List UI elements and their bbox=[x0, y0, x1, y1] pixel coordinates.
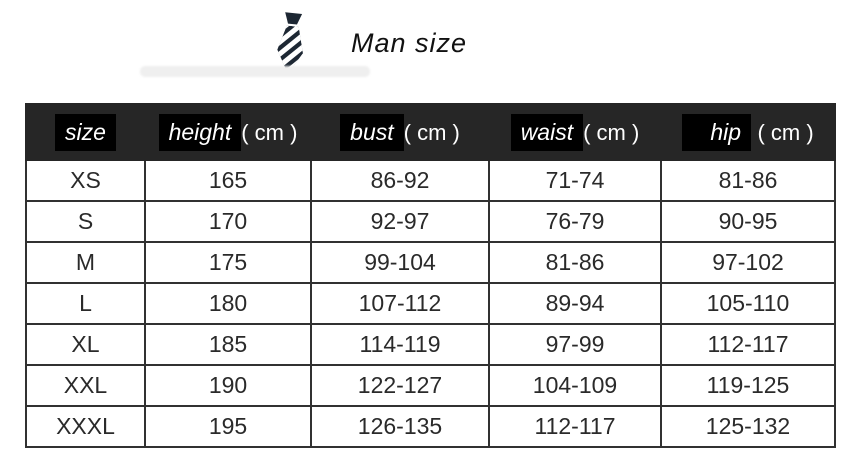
cell-bust: 86-92 bbox=[310, 159, 490, 202]
redaction-patch: bust bbox=[340, 113, 404, 151]
table-row: XXXL 195 126-135 112-117 125-132 bbox=[25, 405, 836, 448]
cell-bust: 126-135 bbox=[310, 405, 490, 448]
cell-height: 175 bbox=[144, 241, 312, 284]
header-size: size bbox=[25, 103, 146, 161]
tie-knot bbox=[285, 12, 303, 25]
cell-hip: 90-95 bbox=[660, 200, 836, 243]
cell-size: XXL bbox=[25, 364, 146, 407]
header-height: height( cm ) bbox=[144, 103, 312, 161]
table-body: XS 165 86-92 71-74 81-86 S 170 92-97 76-… bbox=[25, 159, 836, 448]
cell-size: L bbox=[25, 282, 146, 325]
cell-waist: 97-99 bbox=[488, 323, 662, 366]
cell-height: 190 bbox=[144, 364, 312, 407]
redaction-patch: size bbox=[55, 113, 116, 151]
table-row: XXL 190 122-127 104-109 119-125 bbox=[25, 364, 836, 407]
cell-hip: 125-132 bbox=[660, 405, 836, 448]
cell-size: S bbox=[25, 200, 146, 243]
cell-bust: 107-112 bbox=[310, 282, 490, 325]
cell-waist: 104-109 bbox=[488, 364, 662, 407]
header-waist: waist( cm ) bbox=[488, 103, 662, 161]
table-row: M 175 99-104 81-86 97-102 bbox=[25, 241, 836, 284]
cell-waist: 76-79 bbox=[488, 200, 662, 243]
table-row: XL 185 114-119 97-99 112-117 bbox=[25, 323, 836, 366]
cell-bust: 92-97 bbox=[310, 200, 490, 243]
cell-hip: 119-125 bbox=[660, 364, 836, 407]
redaction-patch: height bbox=[158, 113, 242, 151]
header-bust: bust( cm ) bbox=[310, 103, 490, 161]
cell-waist: 112-117 bbox=[488, 405, 662, 448]
table-row: S 170 92-97 76-79 90-95 bbox=[25, 200, 836, 243]
cell-size: XS bbox=[25, 159, 146, 202]
cell-hip: 97-102 bbox=[660, 241, 836, 284]
cell-height: 195 bbox=[144, 405, 312, 448]
table-row: L 180 107-112 89-94 105-110 bbox=[25, 282, 836, 325]
table-header-row: size height( cm ) bust( cm ) waist( cm )… bbox=[25, 103, 836, 161]
cell-bust: 122-127 bbox=[310, 364, 490, 407]
cell-height: 165 bbox=[144, 159, 312, 202]
cell-height: 170 bbox=[144, 200, 312, 243]
page-title: Man size bbox=[351, 28, 468, 58]
cell-waist: 71-74 bbox=[488, 159, 662, 202]
redaction-patch: waist bbox=[510, 113, 584, 151]
cell-bust: 99-104 bbox=[310, 241, 490, 284]
cell-size: XXXL bbox=[25, 405, 146, 448]
cell-height: 185 bbox=[144, 323, 312, 366]
cell-height: 180 bbox=[144, 282, 312, 325]
cell-hip: 112-117 bbox=[660, 323, 836, 366]
cell-hip: 105-110 bbox=[660, 282, 836, 325]
header-hip: hip ( cm ) bbox=[660, 103, 836, 161]
table-row: XS 165 86-92 71-74 81-86 bbox=[25, 159, 836, 202]
cell-size: M bbox=[25, 241, 146, 284]
redaction-patch: hip bbox=[682, 113, 752, 151]
cell-waist: 89-94 bbox=[488, 282, 662, 325]
cell-size: XL bbox=[25, 323, 146, 366]
cell-waist: 81-86 bbox=[488, 241, 662, 284]
cell-bust: 114-119 bbox=[310, 323, 490, 366]
cell-hip: 81-86 bbox=[660, 159, 836, 202]
watermark-smudge bbox=[140, 66, 370, 77]
mens-size-table: size height( cm ) bust( cm ) waist( cm )… bbox=[25, 103, 836, 448]
